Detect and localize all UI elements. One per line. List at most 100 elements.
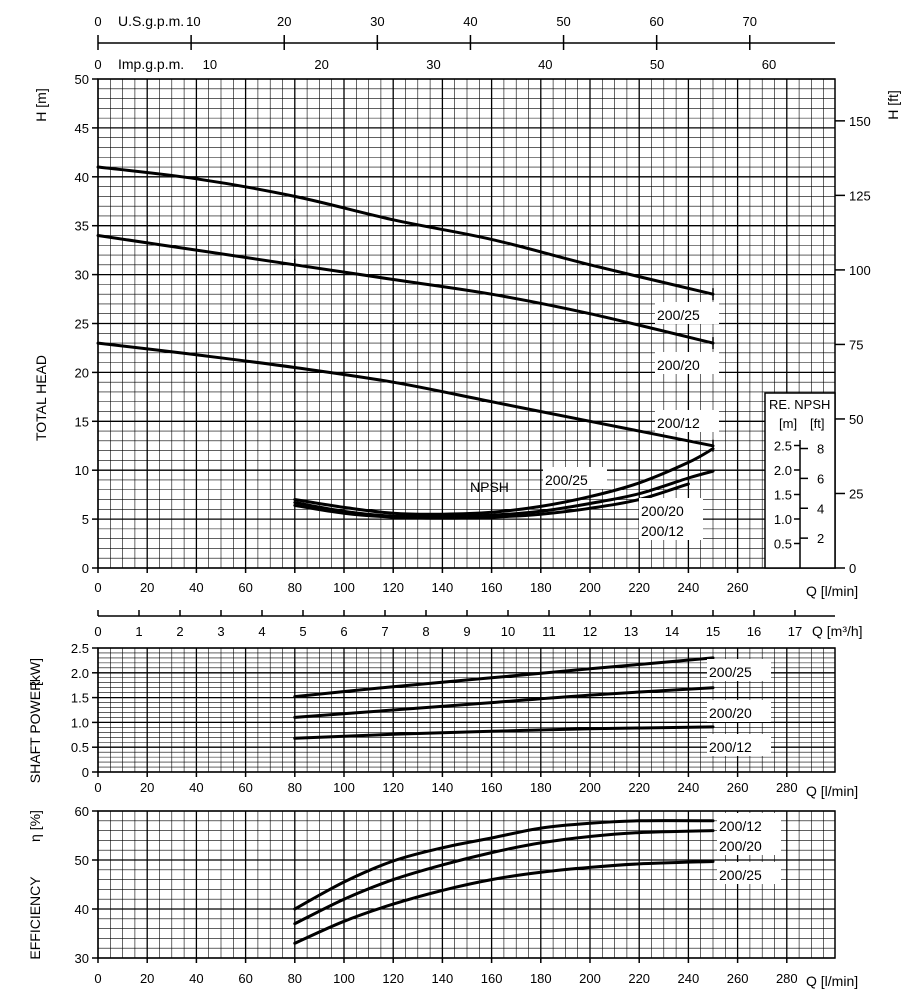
m3h-tick-label: 8 [422, 624, 429, 639]
m3h-tick-label: 16 [747, 624, 761, 639]
head-x-tick-label: 200 [579, 580, 601, 595]
efficiency-series-label-200-20: 200/20 [719, 838, 762, 854]
head-ft-tick-label: 150 [849, 114, 871, 129]
head-x-tick-label: 80 [288, 580, 302, 595]
usgpm-tick-label: 40 [463, 14, 477, 29]
npsh-box-m-tick-label: 2.5 [774, 439, 792, 454]
power-y-tick-label: 2.5 [71, 641, 89, 656]
efficiency-unit-label: η [%] [27, 810, 43, 842]
npsh-box-m-tick-label: 1.0 [774, 512, 792, 527]
head-curve-200-25 [96, 165, 715, 296]
npsh-box-ft-tick-label: 8 [817, 442, 824, 457]
efficiency-y-tick-label: 30 [75, 951, 89, 966]
efficiency-x-unit-label: Q [l/min] [806, 973, 858, 989]
head-series-label-200-12-box [655, 410, 719, 432]
head-ft-unit-label: H [ft] [885, 90, 901, 120]
efficiency-x-tick-label: 160 [481, 971, 503, 986]
power-series-label-200-12-box [707, 734, 771, 756]
power-frame [97, 647, 836, 773]
head-x-tick-label: 260 [727, 580, 749, 595]
power-x-tick-label: 260 [727, 780, 749, 795]
efficiency-series-label-200-12-box [717, 813, 781, 835]
head-x-tick-label: 60 [238, 580, 252, 595]
head-y-tick-label: 45 [75, 121, 89, 136]
efficiency-x-tick-label: 20 [140, 971, 154, 986]
impgpm-tick-label: 20 [314, 57, 328, 72]
npsh-series-label-200-20: 200/20 [641, 503, 684, 519]
head-x-tick-label: 40 [189, 580, 203, 595]
power-x-tick-label: 240 [678, 780, 700, 795]
power-x-tick-label: 200 [579, 780, 601, 795]
efficiency-y-tick-label: 40 [75, 902, 89, 917]
npsh-box-title: RE. NPSH [769, 397, 830, 412]
power-curve-200-20 [293, 686, 715, 719]
power-y-tick-label: 1.5 [71, 691, 89, 706]
efficiency-x-tick-label: 80 [288, 971, 302, 986]
head-series-label-200-20: 200/20 [657, 357, 700, 373]
head-x-unit-label: Q [l/min] [806, 583, 858, 599]
head-y-tick-label: 25 [75, 317, 89, 332]
usgpm-tick-label: 30 [370, 14, 384, 29]
head-x-tick-label: 0 [94, 580, 101, 595]
usgpm-tick-label: 50 [556, 14, 570, 29]
head-x-tick-label: 140 [432, 580, 454, 595]
m3h-tick-label: 7 [381, 624, 388, 639]
m3h-tick-label: 9 [463, 624, 470, 639]
npsh-box-ft-tick-label: 6 [817, 471, 824, 486]
impgpm-tick-label: 50 [650, 57, 664, 72]
m3h-tick-label: 13 [624, 624, 638, 639]
power-y-tick-label: 1.0 [71, 715, 89, 730]
head-y-tick-label: 30 [75, 268, 89, 283]
efficiency-frame [97, 810, 836, 959]
efficiency-x-tick-label: 40 [189, 971, 203, 986]
head-x-tick-label: 20 [140, 580, 154, 595]
npsh-label: NPSH [470, 479, 509, 495]
npsh-box-m-tick-label: 2.0 [774, 463, 792, 478]
power-x-tick-label: 100 [333, 780, 355, 795]
usgpm-scale-label: U.S.g.p.m. [118, 13, 184, 29]
head-series-label-200-25: 200/25 [657, 307, 700, 323]
head-y-tick-label: 5 [82, 512, 89, 527]
head-x-tick-label: 160 [481, 580, 503, 595]
m3h-unit-label: Q [m³/h] [812, 623, 863, 639]
head-unit-label: H [m] [33, 88, 49, 121]
m3h-tick-label: 6 [340, 624, 347, 639]
power-x-tick-label: 220 [628, 780, 650, 795]
m3h-tick-label: 1 [135, 624, 142, 639]
efficiency-x-tick-label: 120 [382, 971, 404, 986]
head-y-tick-label: 40 [75, 170, 89, 185]
head-ft-tick-label: 25 [849, 486, 863, 501]
head-series-label-200-20-box [655, 352, 719, 374]
m3h-tick-label: 12 [583, 624, 597, 639]
npsh-box-m-unit: [m] [779, 416, 797, 431]
usgpm-tick-label: 60 [649, 14, 663, 29]
head-x-tick-label: 240 [678, 580, 700, 595]
head-y-tick-label: 50 [75, 72, 89, 87]
power-x-tick-label: 180 [530, 780, 552, 795]
npsh-box-ft-tick-label: 4 [817, 501, 824, 516]
impgpm-tick-label: 10 [203, 57, 217, 72]
m3h-tick-label: 5 [299, 624, 306, 639]
power-x-unit-label: Q [l/min] [806, 783, 858, 799]
head-series-label-200-12: 200/12 [657, 415, 700, 431]
efficiency-y-tick-label: 50 [75, 853, 89, 868]
m3h-tick-label: 17 [788, 624, 802, 639]
power-x-tick-label: 40 [189, 780, 203, 795]
power-series-label-200-25: 200/25 [709, 664, 752, 680]
m3h-tick-label: 0 [94, 624, 101, 639]
efficiency-label: EFFICIENCY [27, 876, 43, 960]
power-x-tick-label: 20 [140, 780, 154, 795]
power-y-tick-label: 2.0 [71, 666, 89, 681]
efficiency-x-tick-label: 0 [94, 971, 101, 986]
efficiency-curve-200-12 [293, 819, 715, 911]
power-y-tick-label: 0.5 [71, 740, 89, 755]
efficiency-x-tick-label: 280 [776, 971, 798, 986]
power-series-label-200-12: 200/12 [709, 739, 752, 755]
m3h-tick-label: 14 [665, 624, 679, 639]
head-curve-200-12 [96, 341, 715, 448]
npsh-box-ft-tick-label: 2 [817, 531, 824, 546]
head-y-tick-label: 15 [75, 414, 89, 429]
usgpm-tick-label: 10 [186, 14, 200, 29]
usgpm-tick-label: 0 [94, 14, 101, 29]
